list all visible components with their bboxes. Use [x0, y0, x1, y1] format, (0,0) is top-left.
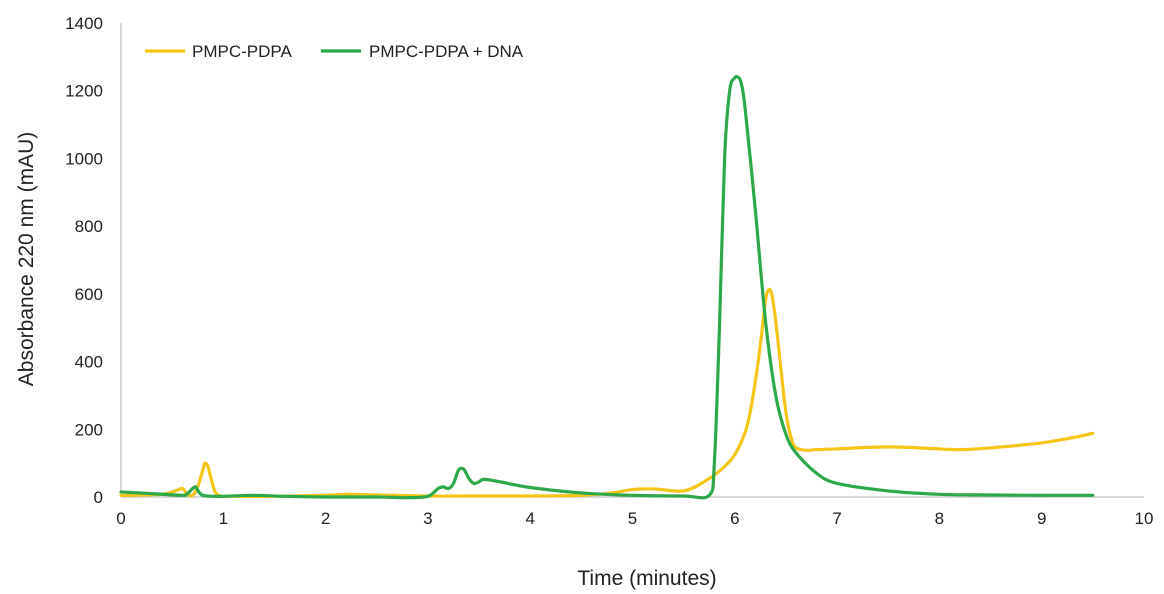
legend-label-2: PMPC-PDPA + DNA — [369, 42, 524, 61]
x-tick-label: 2 — [321, 509, 330, 528]
x-tick-label: 3 — [423, 509, 432, 528]
y-tick-labels: 0 200 400 600 800 1000 1200 1400 — [65, 14, 103, 507]
x-tick-label: 1 — [219, 509, 228, 528]
x-tick-label: 10 — [1135, 509, 1154, 528]
x-tick-label: 0 — [116, 509, 125, 528]
y-tick-label: 1400 — [65, 14, 103, 33]
x-tick-label: 4 — [525, 509, 534, 528]
series-lines — [119, 74, 1095, 500]
y-tick-label: 400 — [75, 353, 103, 372]
x-axis-title: Time (minutes) — [577, 567, 716, 590]
x-tick-label: 5 — [628, 509, 637, 528]
y-tick-label: 1000 — [65, 149, 103, 168]
legend: PMPC-PDPA PMPC-PDPA + DNA — [145, 42, 524, 61]
x-tick-label: 9 — [1037, 509, 1046, 528]
y-tick-label: 200 — [75, 420, 103, 439]
legend-label-1: PMPC-PDPA — [192, 42, 292, 61]
x-tick-labels: 0 1 2 3 4 5 6 7 8 9 10 — [116, 509, 1153, 528]
x-tick-label: 8 — [935, 509, 944, 528]
x-tick-label: 6 — [730, 509, 739, 528]
y-tick-label: 800 — [75, 217, 103, 236]
series-line-1 — [119, 287, 1095, 499]
series-line-2 — [119, 74, 1095, 500]
y-tick-label: 1200 — [65, 82, 103, 101]
y-axis-title: Absorbance 220 nm (mAU) — [15, 132, 38, 386]
y-tick-label: 600 — [75, 285, 103, 304]
y-tick-label: 0 — [94, 488, 103, 507]
x-tick-label: 7 — [832, 509, 841, 528]
